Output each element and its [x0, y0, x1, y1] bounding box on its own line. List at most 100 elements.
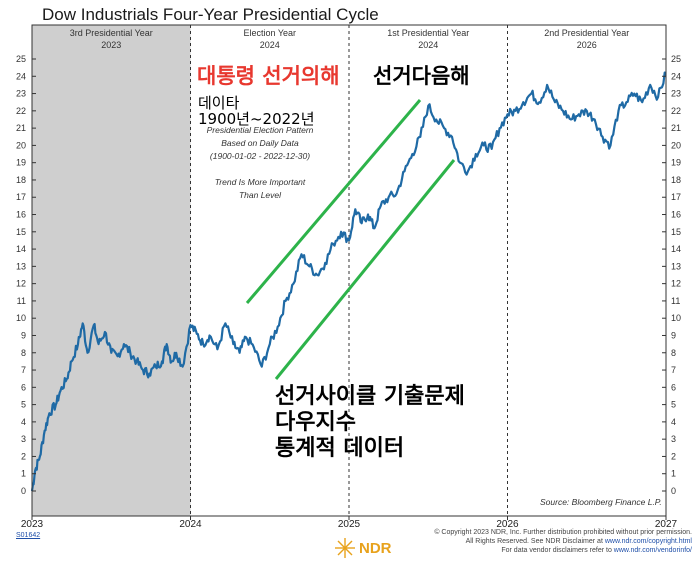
y-tick-label: 16 — [671, 210, 681, 220]
y-tick-label: 18 — [16, 175, 26, 185]
y-tick-label: 21 — [16, 123, 26, 133]
y-tick-label: 7 — [21, 365, 26, 375]
pattern-note: Presidential Election Pattern Based on D… — [196, 124, 324, 163]
panel-year: 2024 — [418, 40, 438, 50]
trend-note-line: Trend Is More Important — [214, 177, 306, 187]
y-tick-label: 13 — [16, 261, 26, 271]
y-tick-label: 12 — [16, 279, 26, 289]
y-tick-label: 4 — [21, 417, 26, 427]
y-tick-label: 1 — [671, 469, 676, 479]
y-tick-label: 8 — [671, 348, 676, 358]
trend-channel — [245, 99, 456, 380]
y-tick-label: 8 — [21, 348, 26, 358]
chart-title: Dow Industrials Four-Year Presidential C… — [42, 5, 379, 24]
y-tick-label: 17 — [671, 192, 681, 202]
y-tick-label: 2 — [671, 451, 676, 461]
y-tick-label: 9 — [21, 330, 26, 340]
y-tick-label: 19 — [16, 158, 26, 168]
vendor-line: For data vendor disclaimers refer to www… — [372, 546, 692, 555]
panel-year: 2023 — [101, 40, 121, 50]
y-axis-right: 0123456789101112131415161718192021222324… — [662, 54, 681, 496]
next-year-korean-label: 선거다음해 — [373, 64, 470, 88]
y-tick-label: 23 — [16, 89, 26, 99]
y-tick-label: 19 — [671, 158, 681, 168]
panel-year: 2024 — [260, 40, 280, 50]
pattern-note-line: Based on Daily Data — [221, 138, 299, 148]
copyright-link[interactable]: www.ndr.com/copyright.html — [604, 538, 692, 545]
channel-upper-line — [245, 99, 422, 304]
series-line-layer — [30, 71, 667, 492]
y-tick-label: 24 — [16, 71, 26, 81]
y-tick-label: 25 — [16, 54, 26, 64]
x-tick-label: 2024 — [179, 519, 202, 530]
exam-korean-line: 통계적 데이터 — [275, 436, 405, 461]
y-tick-label: 6 — [671, 382, 676, 392]
y-tick-label: 2 — [21, 451, 26, 461]
panel-label: 3rd Presidential Year — [70, 28, 153, 38]
copyright-footer: © Copyright 2023 NDR, Inc. Further distr… — [372, 528, 692, 555]
vendor-link[interactable]: www.ndr.com/vendorinfo/ — [613, 547, 692, 554]
disclaimer-text: All Rights Reserved. See NDR Disclaimer … — [465, 538, 605, 545]
y-tick-label: 11 — [17, 296, 26, 306]
data-range-korean-label: 1900년~2022년 — [198, 110, 315, 128]
y-tick-label: 24 — [671, 71, 681, 81]
y-tick-label: 21 — [671, 123, 681, 133]
source-note: Source: Bloomberg Finance L.P. — [540, 497, 662, 507]
y-tick-label: 18 — [671, 175, 681, 185]
shaded-panel — [32, 25, 191, 516]
y-tick-label: 6 — [21, 382, 26, 392]
x-tick-label: 2025 — [338, 519, 361, 530]
y-tick-label: 14 — [671, 244, 681, 254]
chart-code-link[interactable]: S01642 — [16, 532, 41, 539]
x-axis: 2023 2024 2025 2026 2027 — [21, 516, 678, 530]
shaded-region — [32, 25, 191, 516]
ndr-logo-text: NDR — [359, 539, 392, 557]
y-tick-label: 4 — [671, 417, 676, 427]
y-tick-label: 10 — [16, 313, 26, 323]
series-line — [30, 71, 667, 492]
y-tick-label: 0 — [671, 486, 676, 496]
panel-label: 1st Presidential Year — [387, 28, 469, 38]
y-tick-label: 12 — [671, 279, 681, 289]
vendor-text: For data vendor disclaimers refer to — [501, 547, 614, 554]
ndr-logo-icon — [335, 538, 355, 558]
exam-korean-block: 선거사이클 기출문제 다우지수 통계적 데이터 — [275, 384, 465, 462]
exam-korean-line: 선거사이클 기출문제 — [275, 384, 465, 409]
pattern-note-line: Presidential Election Pattern — [206, 125, 314, 135]
y-tick-label: 1 — [21, 469, 26, 479]
y-tick-label: 16 — [16, 210, 26, 220]
y-tick-label: 5 — [671, 400, 676, 410]
panel-labels: 3rd Presidential Year 2023 Election Year 20… — [70, 28, 630, 50]
y-tick-label: 23 — [671, 89, 681, 99]
pattern-note-line: (1900-01-02 - 2022-12-30) — [209, 151, 311, 161]
y-tick-label: 14 — [16, 244, 26, 254]
panel-label: 2nd Presidential Year — [544, 28, 629, 38]
data-korean-label: 데이타 — [198, 94, 240, 112]
y-tick-label: 20 — [671, 140, 681, 150]
election-year-korean-label: 대통령 선거의해 — [197, 64, 340, 88]
channel-lower-line — [274, 159, 456, 380]
y-tick-label: 15 — [671, 227, 681, 237]
trend-note-line: Than Level — [238, 190, 282, 200]
exam-korean-line: 다우지수 — [275, 410, 356, 435]
x-tick-label: 2026 — [496, 519, 519, 530]
panel-year: 2026 — [577, 40, 597, 50]
y-tick-label: 0 — [21, 486, 26, 496]
divider-lines — [190, 25, 508, 516]
y-tick-label: 5 — [21, 400, 26, 410]
copyright-line: © Copyright 2023 NDR, Inc. Further distr… — [434, 529, 692, 536]
y-tick-label: 22 — [16, 106, 26, 116]
y-tick-label: 17 — [16, 192, 26, 202]
y-axis-left: 0123456789101112131415161718192021222324… — [16, 54, 36, 496]
panel-label: Election Year — [243, 28, 296, 38]
y-tick-label: 9 — [671, 330, 676, 340]
y-tick-label: 22 — [671, 106, 681, 116]
y-tick-label: 11 — [671, 296, 680, 306]
trend-note: Trend Is More Important Than Level — [196, 176, 324, 202]
y-tick-label: 25 — [671, 54, 681, 64]
y-tick-label: 7 — [671, 365, 676, 375]
disclaimer-line: All Rights Reserved. See NDR Disclaimer … — [372, 537, 692, 546]
y-tick-label: 15 — [16, 227, 26, 237]
ndr-logo: NDR — [334, 537, 392, 559]
